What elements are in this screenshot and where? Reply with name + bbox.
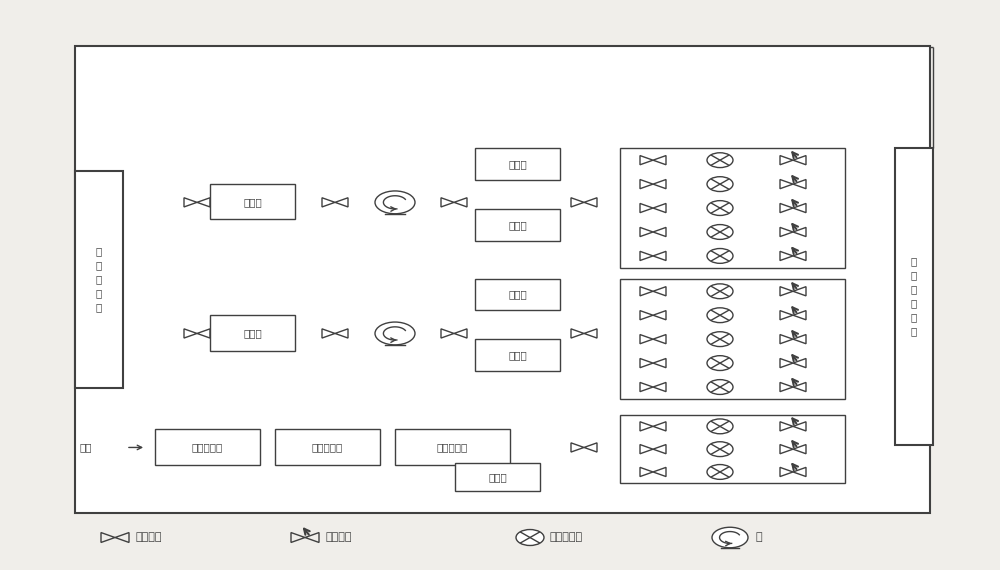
Circle shape <box>707 153 733 168</box>
Bar <box>475 279 560 310</box>
Circle shape <box>712 527 748 548</box>
Circle shape <box>707 442 733 457</box>
Circle shape <box>375 322 415 345</box>
Text: 稳压罐: 稳压罐 <box>508 159 527 169</box>
Text: 手动球阀: 手动球阀 <box>135 532 162 543</box>
Bar <box>75 46 930 513</box>
Circle shape <box>707 284 733 299</box>
Bar <box>620 415 845 483</box>
Bar <box>75 171 123 388</box>
Circle shape <box>707 249 733 263</box>
Text: 贮油罐: 贮油罐 <box>243 197 262 207</box>
Bar <box>620 279 845 399</box>
Text: 贮水罐: 贮水罐 <box>243 328 262 338</box>
Text: 空气: 空气 <box>80 442 92 453</box>
Circle shape <box>707 225 733 239</box>
Bar <box>395 429 510 465</box>
Bar <box>455 463 540 491</box>
Bar <box>155 429 260 465</box>
Text: 控制箱: 控制箱 <box>488 472 507 482</box>
Bar <box>620 148 845 268</box>
Text: 控制箱: 控制箱 <box>508 220 527 230</box>
Text: 空气过滤器: 空气过滤器 <box>312 442 343 452</box>
Bar <box>475 209 560 241</box>
Bar <box>475 148 560 180</box>
Circle shape <box>707 201 733 215</box>
Text: 空气压缩机: 空气压缩机 <box>192 442 223 452</box>
Text: 气体稳压罐: 气体稳压罐 <box>437 442 468 452</box>
Text: 泵: 泵 <box>755 532 762 543</box>
Circle shape <box>707 177 733 192</box>
Text: 油
水
分
离
罐: 油 水 分 离 罐 <box>96 246 102 312</box>
Circle shape <box>707 356 733 370</box>
Text: 自动球阀: 自动球阀 <box>325 532 352 543</box>
Bar <box>895 148 933 445</box>
Circle shape <box>375 191 415 214</box>
Bar <box>475 339 560 370</box>
Text: 有
机
玻
璃
井
筒: 有 机 玻 璃 井 筒 <box>911 256 917 336</box>
Circle shape <box>707 332 733 347</box>
Circle shape <box>707 380 733 394</box>
Circle shape <box>707 465 733 479</box>
Text: 稳压罐: 稳压罐 <box>508 290 527 299</box>
Text: 涡轮流量计: 涡轮流量计 <box>550 532 583 543</box>
Circle shape <box>516 530 544 545</box>
Circle shape <box>707 308 733 323</box>
Text: 控制箱: 控制箱 <box>508 350 527 360</box>
Bar <box>275 429 380 465</box>
Bar <box>210 184 295 219</box>
Bar <box>210 315 295 351</box>
Circle shape <box>707 419 733 434</box>
